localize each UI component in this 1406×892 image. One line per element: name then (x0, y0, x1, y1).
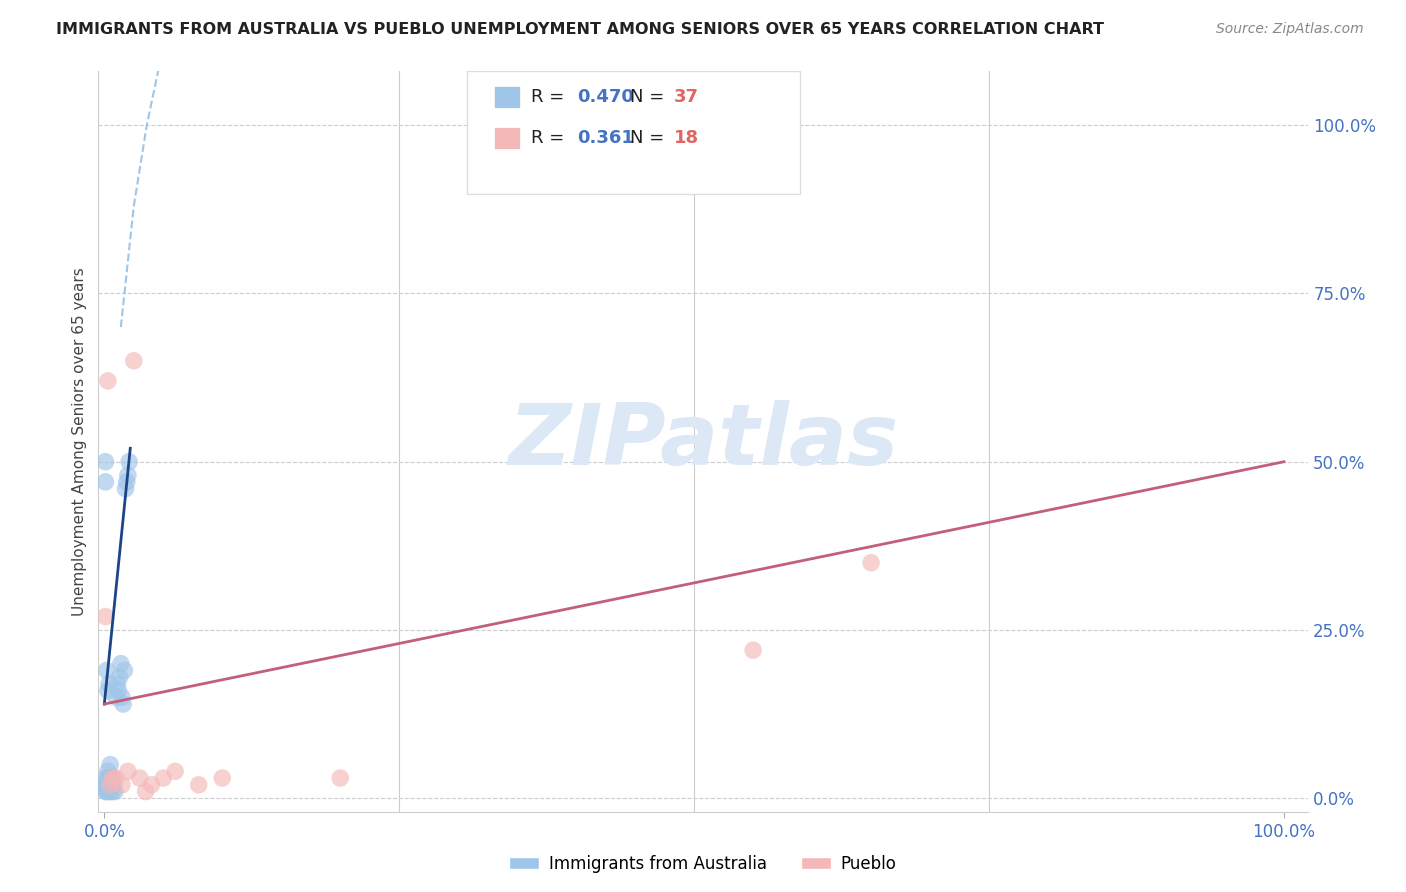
Point (94, 784, 117, 798)
Point (98, 784, 121, 798)
Y-axis label: Unemployment Among Seniors over 65 years: Unemployment Among Seniors over 65 years (72, 268, 87, 615)
Point (103, 778, 125, 792)
Point (101, 771, 124, 785)
Text: 0.361: 0.361 (578, 129, 634, 147)
Text: N =: N = (630, 88, 671, 106)
Point (329, 771, 352, 785)
FancyBboxPatch shape (467, 71, 800, 194)
Text: ZIPatlas: ZIPatlas (508, 400, 898, 483)
Point (105, 677, 128, 691)
Text: 0.470: 0.470 (578, 88, 634, 106)
Point (115, 475, 138, 489)
Text: N =: N = (630, 129, 671, 147)
Point (117, 764, 139, 779)
Point (97, 764, 120, 779)
Point (94, 455, 117, 469)
Point (105, 690, 128, 705)
Point (101, 771, 124, 785)
Point (110, 657, 132, 671)
Point (96, 778, 118, 792)
Point (117, 468, 139, 483)
Text: IMMIGRANTS FROM AUSTRALIA VS PUEBLO UNEMPLOYMENT AMONG SENIORS OVER 65 YEARS COR: IMMIGRANTS FROM AUSTRALIA VS PUEBLO UNEM… (56, 22, 1104, 37)
Point (100, 778, 122, 792)
Point (128, 771, 150, 785)
Point (111, 690, 134, 705)
Point (141, 778, 163, 792)
Point (152, 771, 174, 785)
Point (135, 784, 157, 798)
Point (96, 664, 118, 678)
Point (96, 784, 118, 798)
Point (97, 771, 120, 785)
Text: R =: R = (531, 129, 571, 147)
Point (100, 771, 122, 785)
Point (104, 784, 127, 798)
Point (98, 757, 121, 772)
Point (114, 482, 136, 496)
Text: 18: 18 (673, 129, 699, 147)
Text: R =: R = (531, 88, 571, 106)
Point (97, 374, 120, 388)
Point (111, 778, 134, 792)
Point (165, 764, 187, 779)
Point (94, 475, 117, 489)
Point (96, 778, 118, 792)
Legend: Immigrants from Australia, Pueblo: Immigrants from Australia, Pueblo (503, 848, 903, 880)
Point (112, 697, 135, 711)
Text: Source: ZipAtlas.com: Source: ZipAtlas.com (1216, 22, 1364, 37)
Point (98, 778, 121, 792)
Point (98, 677, 121, 691)
Point (122, 353, 145, 368)
Point (112, 664, 135, 678)
Point (118, 455, 141, 469)
Point (94, 609, 117, 624)
Point (860, 556, 883, 570)
Point (107, 683, 129, 698)
Point (101, 784, 124, 798)
Point (108, 670, 131, 684)
Point (98, 771, 121, 785)
FancyBboxPatch shape (494, 87, 520, 109)
Point (98, 778, 121, 792)
Point (97, 784, 120, 798)
Point (94, 778, 117, 792)
FancyBboxPatch shape (494, 127, 520, 149)
Point (97, 683, 120, 698)
Point (105, 771, 128, 785)
Point (94, 771, 117, 785)
Point (97, 778, 120, 792)
Point (742, 643, 765, 657)
Point (211, 771, 233, 785)
Point (187, 778, 209, 792)
Text: 37: 37 (673, 88, 699, 106)
